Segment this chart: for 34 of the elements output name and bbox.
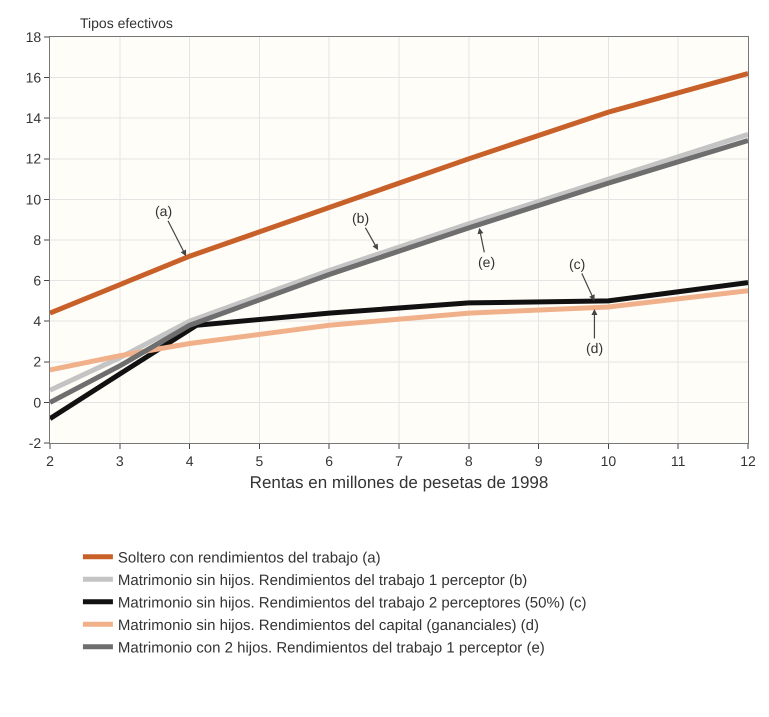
y-tick-label: 16 [26, 70, 42, 86]
y-tick-label: 12 [26, 150, 42, 167]
y-tick-label: 2 [33, 354, 42, 370]
y-tick-label: 0 [33, 394, 42, 410]
annotation: (d) [586, 340, 604, 356]
y-tick-label: -2 [28, 434, 42, 451]
x-tick-label: 4 [186, 452, 194, 469]
y-tick-label: 4 [33, 313, 42, 330]
annotation: (c) [569, 256, 586, 272]
y-tick-label: 8 [33, 232, 42, 248]
y-tick-label: 14 [26, 110, 42, 126]
x-tick-label: 8 [464, 452, 473, 469]
legend-label: Matrimonio con 2 hijos. Rendimientos del trabajo 1 perceptor (e) [118, 640, 545, 657]
legend-label: Matrimonio sin hijos. Rendimientos del trabajo 2 perceptores (50%) (c) [118, 594, 586, 612]
annotation: (e) [478, 254, 496, 270]
legend-label: Soltero con rendimientos del trabajo (a) [118, 550, 381, 567]
x-axis-title: Rentas en millones de pesetas de 1998 [250, 473, 548, 492]
x-tick-label: 10 [600, 452, 616, 469]
y-tick-label: 18 [26, 28, 42, 45]
annotation: (a) [155, 203, 172, 219]
legend-label: Matrimonio sin hijos. Rendimientos del trabajo 1 perceptor (b) [118, 572, 528, 590]
y-axis-title: Tipos efectivos [80, 15, 173, 31]
x-tick-label: 3 [116, 452, 124, 469]
x-tick-label: 7 [395, 452, 404, 469]
legend-label: Matrimonio sin hijos. Rendimientos del capital (gananciales) (d) [118, 617, 539, 634]
y-tick-label: 10 [26, 191, 42, 208]
x-tick-label: 2 [46, 452, 54, 469]
x-tick-label: 9 [534, 452, 543, 469]
annotation: (b) [352, 210, 370, 226]
x-tick-label: 12 [740, 452, 756, 469]
x-tick-label: 11 [670, 452, 686, 469]
x-tick-label: 5 [256, 452, 264, 469]
x-tick-label: 6 [325, 452, 334, 469]
y-tick-label: 6 [33, 272, 42, 288]
